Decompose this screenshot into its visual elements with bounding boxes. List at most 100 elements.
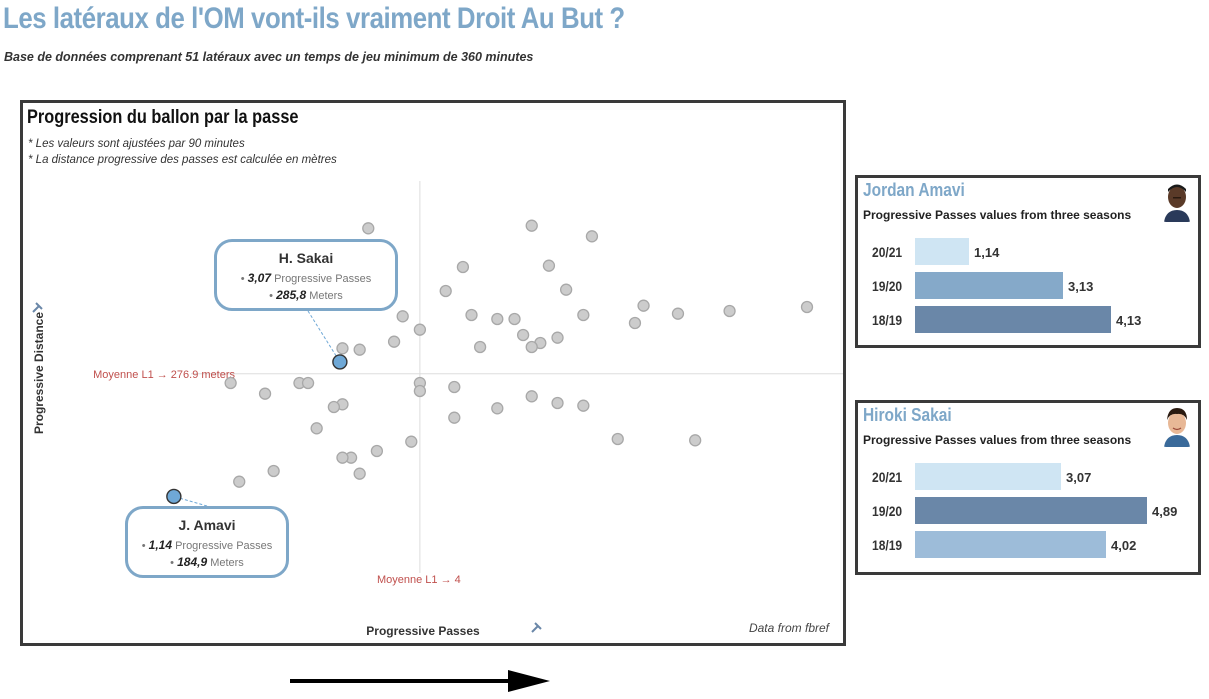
highlight-point-amavi bbox=[166, 488, 182, 505]
direction-arrow-icon bbox=[290, 670, 550, 692]
y-axis-label: Progressive Distance bbox=[32, 312, 46, 434]
callout-sakai-name: H. Sakai bbox=[278, 250, 334, 266]
scatter-point bbox=[637, 299, 650, 312]
amavi-bar-row-2021: 20/21 1,14 bbox=[858, 238, 1198, 266]
amavi-bar-value: 4,13 bbox=[1116, 313, 1142, 328]
scatter-point bbox=[224, 376, 237, 390]
scatter-point bbox=[310, 422, 323, 435]
sakai-bar-value: 3,07 bbox=[1066, 470, 1092, 485]
callout-sakai-pp-unit: Progressive Passes bbox=[274, 273, 372, 285]
card-amavi: Jordan Amavi Progressive Passes values f… bbox=[855, 175, 1201, 348]
scatter-point bbox=[353, 467, 366, 480]
scatter-point bbox=[473, 340, 487, 354]
card-sakai-subtitle: Progressive Passes values from three sea… bbox=[863, 433, 1132, 447]
scatter-note-adjusted: * Les valeurs sont ajustées par 90 minut… bbox=[28, 138, 245, 150]
scatter-point bbox=[370, 444, 384, 458]
sakai-bar-value: 4,89 bbox=[1152, 504, 1178, 519]
amavi-avatar bbox=[1162, 180, 1192, 222]
sakai-bar-row-1819: 18/19 4,02 bbox=[858, 531, 1198, 559]
scatter-point bbox=[723, 304, 736, 318]
scatter-point bbox=[387, 335, 401, 348]
scatter-point bbox=[611, 432, 624, 446]
scatter-point bbox=[336, 451, 349, 464]
amavi-bar-row-1819: 18/19 4,13 bbox=[858, 306, 1198, 334]
card-sakai-name: Hiroki Sakai bbox=[863, 405, 952, 425]
card-amavi-name: Jordan Amavi bbox=[863, 180, 965, 200]
scatter-point bbox=[585, 230, 599, 243]
scatter-point bbox=[542, 259, 556, 272]
highlight-point-sakai bbox=[332, 354, 348, 370]
callout-amavi-m-unit: Meters bbox=[210, 557, 244, 569]
callout-amavi-passes: • 1,14 Progressive Passes bbox=[141, 538, 273, 552]
amavi-bar-1819 bbox=[915, 306, 1111, 333]
scatter-point bbox=[439, 284, 452, 298]
source-note: Data from fbref bbox=[748, 621, 829, 635]
scatter-point bbox=[396, 310, 409, 323]
scatter-point bbox=[491, 312, 504, 326]
scatter-point bbox=[405, 435, 418, 448]
scatter-point bbox=[800, 300, 814, 314]
callout-amavi-pp-unit: Progressive Passes bbox=[175, 540, 273, 552]
callout-amavi-name: J. Amavi bbox=[178, 517, 236, 533]
callout-amavi-m-value: 184,9 bbox=[177, 555, 208, 569]
sakai-season-label: 18/19 bbox=[872, 537, 903, 553]
scatter-point bbox=[551, 396, 564, 410]
scatter-point bbox=[233, 475, 246, 488]
callout-amavi: J. Amavi • 1,14 Progressive Passes • 184… bbox=[125, 506, 289, 578]
page-title: Les latéraux de l'OM vont-ils vraiment D… bbox=[3, 2, 625, 35]
scatter-point bbox=[525, 390, 538, 403]
scatter-point bbox=[577, 399, 590, 412]
ref-label-x: Moyenne L1 → 4 bbox=[377, 574, 461, 586]
scatter-point bbox=[327, 400, 341, 414]
card-sakai: Hiroki Sakai Progressive Passes values f… bbox=[855, 400, 1201, 575]
scatter-point bbox=[465, 308, 478, 322]
scatter-point bbox=[362, 222, 375, 235]
callout-sakai-m-value: 285,8 bbox=[276, 288, 307, 302]
amavi-bar-value: 1,14 bbox=[974, 245, 1000, 260]
scatter-note-distance: * La distance progressive des passes est… bbox=[28, 154, 337, 166]
ref-label-y: Moyenne L1 → 276.9 meters bbox=[93, 369, 235, 381]
sakai-season-label: 19/20 bbox=[872, 503, 903, 519]
callout-sakai-pp-value: 3,07 bbox=[247, 271, 271, 285]
scatter-point bbox=[448, 380, 461, 394]
sakai-avatar bbox=[1162, 405, 1192, 447]
amavi-bar-row-1920: 19/20 3,13 bbox=[858, 272, 1198, 300]
page-subtitle: Base de données comprenant 51 latéraux a… bbox=[4, 50, 534, 64]
scatter-point bbox=[448, 411, 461, 424]
callout-connector-sakai bbox=[307, 310, 341, 363]
amavi-season-label: 18/19 bbox=[872, 312, 903, 328]
callout-connector-amavi bbox=[173, 495, 208, 507]
scatter-point bbox=[516, 328, 530, 342]
sakai-bar-value: 4,02 bbox=[1111, 538, 1137, 553]
sakai-bar-row-2021: 20/21 3,07 bbox=[858, 463, 1198, 491]
scatter-point bbox=[525, 340, 538, 354]
callout-amavi-meters: • 184,9 Meters bbox=[170, 555, 244, 569]
scatter-point bbox=[508, 312, 521, 326]
sakai-bar-1920 bbox=[915, 497, 1147, 524]
scatter-point bbox=[413, 323, 427, 336]
sakai-bar-row-1920: 19/20 4,89 bbox=[858, 497, 1198, 525]
callout-sakai-meters: • 285,8 Meters bbox=[269, 288, 343, 302]
scatter-point bbox=[671, 307, 685, 320]
scatter-panel: Moyenne L1 → 4 Moyenne L1 → 276.9 meters P… bbox=[20, 100, 846, 646]
y-axis-pin-icon bbox=[32, 302, 43, 313]
scatter-point bbox=[577, 308, 590, 322]
scatter-point bbox=[628, 316, 642, 330]
amavi-bar-value: 3,13 bbox=[1068, 279, 1094, 294]
callout-sakai-m-unit: Meters bbox=[309, 290, 343, 302]
card-amavi-subtitle: Progressive Passes values from three sea… bbox=[863, 208, 1132, 222]
scatter-point bbox=[336, 342, 349, 355]
callout-amavi-pp-value: 1,14 bbox=[148, 538, 172, 552]
amavi-bar-1920 bbox=[915, 272, 1063, 299]
x-axis-label: Progressive Passes bbox=[366, 624, 480, 638]
scatter-point bbox=[525, 219, 538, 232]
amavi-season-label: 19/20 bbox=[872, 278, 903, 294]
scatter-point bbox=[353, 343, 366, 356]
sakai-bar-2021 bbox=[915, 463, 1061, 490]
scatter-plot: Moyenne L1 → 4 Moyenne L1 → 276.9 meters P… bbox=[32, 181, 843, 638]
amavi-season-label: 20/21 bbox=[872, 244, 903, 260]
scatter-point bbox=[267, 464, 280, 478]
scatter-point bbox=[413, 384, 427, 398]
x-axis-pin-icon bbox=[531, 622, 542, 633]
scatter-point bbox=[301, 376, 315, 390]
